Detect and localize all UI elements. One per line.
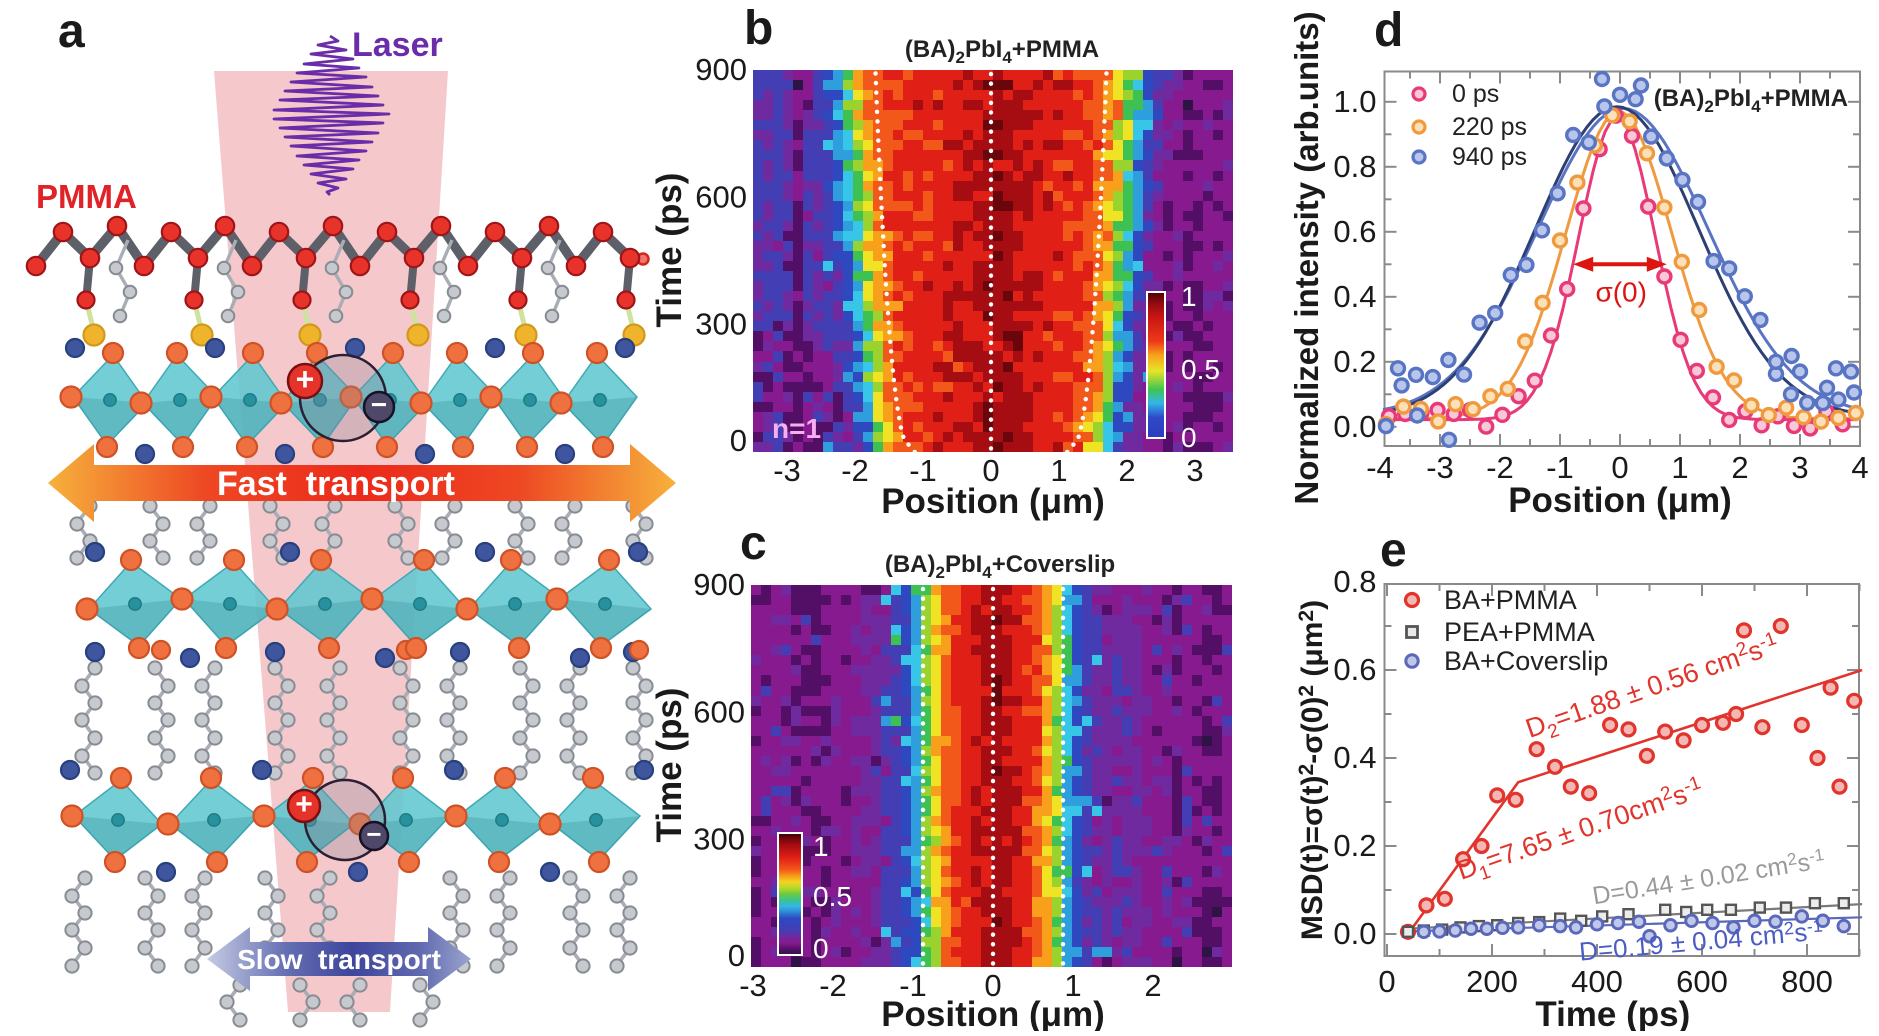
svg-text:400: 400 xyxy=(1571,964,1623,999)
svg-text:-3: -3 xyxy=(773,453,801,488)
svg-text:1: 1 xyxy=(1064,968,1081,1003)
svg-text:0: 0 xyxy=(1611,450,1628,485)
svg-text:4: 4 xyxy=(1851,450,1868,485)
svg-text:0.0: 0.0 xyxy=(1333,916,1376,951)
svg-text:1: 1 xyxy=(1181,281,1197,312)
svg-text:800: 800 xyxy=(1781,964,1833,999)
svg-text:0.5: 0.5 xyxy=(1181,354,1220,385)
svg-text:(BA)2PbI4+PMMA: (BA)2PbI4+PMMA xyxy=(905,36,1099,67)
svg-text:3: 3 xyxy=(1186,453,1203,488)
svg-text:0.4: 0.4 xyxy=(1333,279,1376,314)
svg-text:0: 0 xyxy=(1181,422,1197,453)
svg-text:-1: -1 xyxy=(899,968,927,1003)
svg-text:300: 300 xyxy=(693,822,745,857)
svg-text:1: 1 xyxy=(1050,453,1067,488)
svg-text:600: 600 xyxy=(1676,964,1728,999)
svg-text:0.2: 0.2 xyxy=(1333,344,1376,379)
svg-text:Slow transport: Slow transport xyxy=(237,944,441,975)
svg-text:BA+Coverslip: BA+Coverslip xyxy=(1444,646,1608,676)
svg-text:−: − xyxy=(371,389,387,420)
svg-text:0.4: 0.4 xyxy=(1333,740,1376,775)
svg-text:+: + xyxy=(296,361,315,397)
svg-text:Position (μm): Position (μm) xyxy=(881,995,1105,1031)
svg-text:0.5: 0.5 xyxy=(813,881,852,912)
svg-text:c: c xyxy=(740,517,767,570)
svg-text:-1: -1 xyxy=(909,453,937,488)
svg-text:0.0: 0.0 xyxy=(1333,409,1376,444)
svg-text:Position (μm): Position (μm) xyxy=(1508,481,1732,520)
svg-text:0.6: 0.6 xyxy=(1333,652,1376,687)
svg-text:900: 900 xyxy=(695,52,747,87)
svg-text:Fast transport: Fast transport xyxy=(217,465,455,503)
svg-text:n=1: n=1 xyxy=(772,413,821,444)
svg-text:0: 0 xyxy=(730,423,747,458)
svg-text:600: 600 xyxy=(695,179,747,214)
svg-text:0.2: 0.2 xyxy=(1333,828,1376,863)
svg-text:0: 0 xyxy=(813,933,829,964)
svg-text:1: 1 xyxy=(1671,450,1688,485)
svg-text:(BA)2PbI4+PMMA: (BA)2PbI4+PMMA xyxy=(1654,85,1848,116)
svg-text:Normalized intensity (arb.unit: Normalized intensity (arb.units) xyxy=(1288,11,1325,504)
svg-text:Position (μm): Position (μm) xyxy=(881,482,1105,521)
svg-text:-2: -2 xyxy=(841,453,869,488)
svg-text:0.8: 0.8 xyxy=(1333,149,1376,184)
svg-text:0.6: 0.6 xyxy=(1333,214,1376,249)
svg-text:Time (ps): Time (ps) xyxy=(650,173,689,328)
svg-text:Time (ps): Time (ps) xyxy=(1535,995,1690,1031)
svg-text:900: 900 xyxy=(693,567,745,602)
svg-text:300: 300 xyxy=(695,307,747,342)
svg-text:200: 200 xyxy=(1466,964,1518,999)
svg-text:-2: -2 xyxy=(1486,450,1514,485)
svg-text:e: e xyxy=(1380,524,1407,577)
svg-text:0: 0 xyxy=(984,968,1001,1003)
svg-text:d: d xyxy=(1374,4,1403,57)
svg-text:−: − xyxy=(366,819,381,849)
svg-text:+: + xyxy=(295,788,313,821)
svg-text:-3: -3 xyxy=(739,968,767,1003)
svg-text:0: 0 xyxy=(728,938,745,973)
svg-text:BA+PMMA: BA+PMMA xyxy=(1444,585,1577,615)
svg-text:2: 2 xyxy=(1118,453,1135,488)
svg-text:(BA)2PbI4+Coverslip: (BA)2PbI4+Coverslip xyxy=(885,551,1115,582)
svg-text:Laser: Laser xyxy=(352,26,443,64)
svg-text:0: 0 xyxy=(982,453,999,488)
svg-text:0: 0 xyxy=(1378,964,1395,999)
svg-text:1.0: 1.0 xyxy=(1333,84,1376,119)
svg-text:2: 2 xyxy=(1144,968,1161,1003)
svg-text:0.8: 0.8 xyxy=(1333,564,1376,599)
svg-text:-1: -1 xyxy=(1546,450,1574,485)
svg-text:600: 600 xyxy=(693,694,745,729)
svg-text:2: 2 xyxy=(1731,450,1748,485)
svg-text:-2: -2 xyxy=(819,968,847,1003)
svg-text:220 ps: 220 ps xyxy=(1452,113,1527,141)
svg-text:Time (ps): Time (ps) xyxy=(650,688,689,843)
svg-text:PEA+PMMA: PEA+PMMA xyxy=(1444,617,1595,647)
svg-text:-4: -4 xyxy=(1366,450,1394,485)
svg-text:1: 1 xyxy=(813,831,829,862)
svg-text:940 ps: 940 ps xyxy=(1452,143,1527,171)
svg-text:0 ps: 0 ps xyxy=(1452,80,1499,108)
svg-text:b: b xyxy=(744,2,773,55)
svg-text:PMMA: PMMA xyxy=(36,178,137,215)
svg-text:a: a xyxy=(58,5,85,58)
svg-text:3: 3 xyxy=(1791,450,1808,485)
svg-text:σ(0): σ(0) xyxy=(1595,276,1647,307)
svg-text:-3: -3 xyxy=(1426,450,1454,485)
